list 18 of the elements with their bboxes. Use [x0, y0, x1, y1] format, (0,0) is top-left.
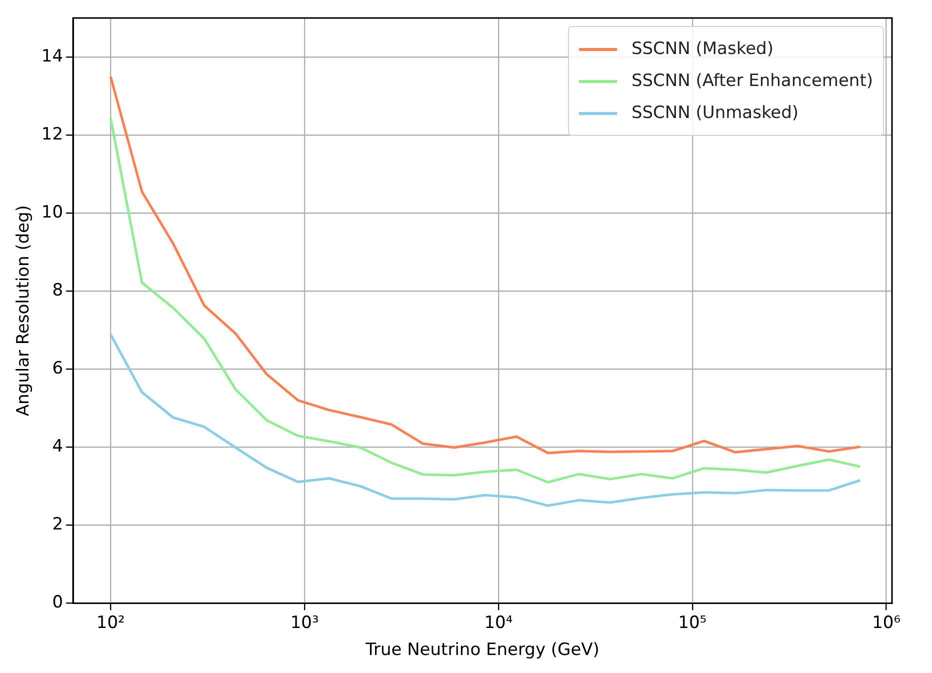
y-tick-label: 12	[41, 124, 64, 144]
y-tick-label: 6	[52, 358, 64, 379]
y-tick-label: 10	[41, 202, 64, 222]
y-axis-title: Angular Resolution (deg)	[14, 205, 34, 416]
y-tick-label: 0	[52, 592, 64, 613]
y-tick-label: 14	[41, 46, 64, 66]
y-tick-label: 4	[52, 436, 64, 457]
x-tick-label: 10³	[290, 612, 319, 633]
x-tick-label: 10²	[96, 612, 125, 633]
legend-label: SSCNN (Unmasked)	[631, 103, 799, 123]
legend-label: SSCNN (After Enhancement)	[631, 71, 873, 91]
x-tick-label: 10⁶	[872, 612, 901, 633]
y-tick-label: 8	[52, 280, 64, 301]
x-tick-label: 10⁴	[484, 612, 513, 633]
legend-label: SSCNN (Masked)	[631, 39, 774, 59]
y-tick-label: 2	[52, 514, 64, 535]
x-axis-title: True Neutrino Energy (GeV)	[364, 640, 600, 660]
x-tick-label: 10⁵	[678, 612, 707, 633]
